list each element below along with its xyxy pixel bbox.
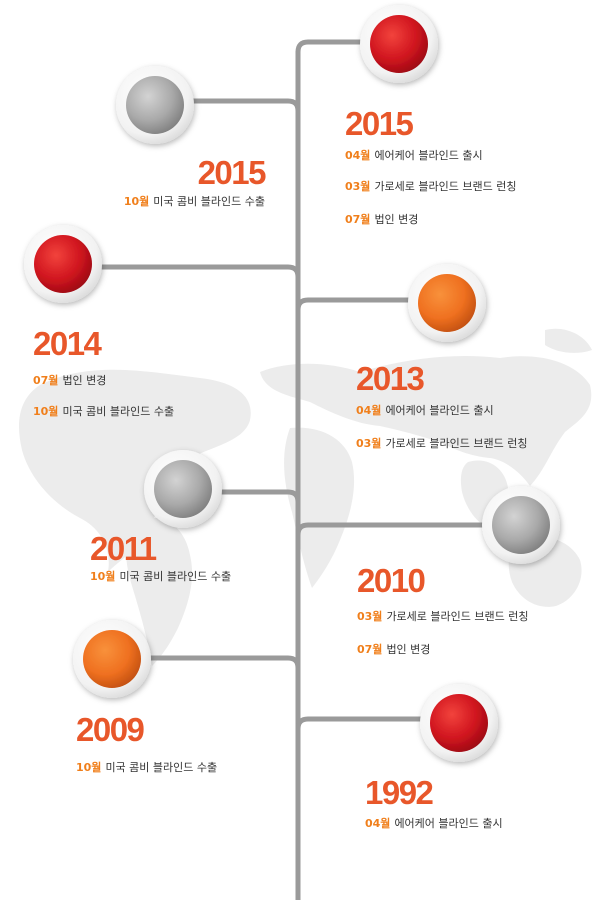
event-month: 07월 xyxy=(345,213,371,226)
event-month: 03월 xyxy=(357,610,383,623)
year-label: 2015 xyxy=(345,105,414,142)
year-label: 2014 xyxy=(33,325,102,362)
event-text: 가로세로 블라인드 브랜드 런칭 xyxy=(386,610,529,623)
timeline-node-2010 xyxy=(482,486,560,564)
timeline-event: 10월 미국 콤비 블라인드 수출 xyxy=(33,406,174,417)
timeline-event: 07월 법인 변경 xyxy=(345,214,418,225)
event-text: 가로세로 블라인드 브랜드 런칭 xyxy=(385,437,528,450)
event-month: 07월 xyxy=(357,643,383,656)
year-label: 2013 xyxy=(356,360,425,397)
timeline-node-2015-right xyxy=(360,5,438,83)
timeline-node-2013 xyxy=(408,264,486,342)
event-month: 10월 xyxy=(76,761,102,774)
event-month: 10월 xyxy=(90,570,116,583)
timeline-event: 03월 가로세로 블라인드 브랜드 런칭 xyxy=(345,181,517,192)
year-label: 1992 xyxy=(365,774,434,811)
timeline-node-1992 xyxy=(420,684,498,762)
event-month: 04월 xyxy=(365,817,391,830)
timeline-event: 10월 미국 콤비 블라인드 수출 xyxy=(90,571,231,582)
timeline-event: 04월 에어케어 블라인드 출시 xyxy=(356,405,494,416)
event-text: 미국 콤비 블라인드 수출 xyxy=(62,405,175,418)
timeline-event: 10월 미국 콤비 블라인드 수출 xyxy=(76,762,217,773)
connector-2009 xyxy=(137,655,301,671)
timeline-event: 03월 가로세로 블라인드 브랜드 런칭 xyxy=(356,438,528,449)
timeline-event: 07월 법인 변경 xyxy=(33,375,106,386)
timeline-event: 04월 에어케어 블라인드 출시 xyxy=(345,150,483,161)
timeline-node-2015-left xyxy=(116,66,194,144)
connector-2013 xyxy=(295,297,419,313)
connector-2015-left xyxy=(167,98,301,114)
timeline-lines xyxy=(97,39,491,900)
timeline-node-2011 xyxy=(144,450,222,528)
event-text: 미국 콤비 블라인드 수출 xyxy=(105,761,218,774)
event-month: 10월 xyxy=(123,195,150,208)
event-text: 법인 변경 xyxy=(374,213,419,226)
year-label: 2010 xyxy=(357,562,426,599)
timeline-event: 10월 미국 콤비 블라인드 수출 xyxy=(124,196,265,207)
connector-2010 xyxy=(295,522,491,538)
event-month: 03월 xyxy=(356,437,382,450)
event-month: 04월 xyxy=(356,404,382,417)
timeline-node-2009 xyxy=(73,620,151,698)
event-text: 법인 변경 xyxy=(386,643,431,656)
timeline-event: 07월 법인 변경 xyxy=(357,644,430,655)
year-label: 2009 xyxy=(76,711,145,748)
connector-2011 xyxy=(207,489,301,505)
event-text: 에어케어 블라인드 출시 xyxy=(374,149,483,162)
connector-2014 xyxy=(97,264,301,280)
connector-2015-right xyxy=(295,39,365,55)
world-map-background xyxy=(19,328,592,666)
timeline-event: 04월 에어케어 블라인드 출시 xyxy=(365,818,503,829)
event-text: 에어케어 블라인드 출시 xyxy=(394,817,503,830)
event-text: 법인 변경 xyxy=(62,374,107,387)
connector-1992 xyxy=(295,716,429,732)
event-text: 에어케어 블라인드 출시 xyxy=(385,404,494,417)
timeline-event: 03월 가로세로 블라인드 브랜드 런칭 xyxy=(357,611,529,622)
event-month: 04월 xyxy=(345,149,371,162)
event-month: 10월 xyxy=(33,405,59,418)
year-label: 2015 xyxy=(197,154,267,191)
event-text: 미국 콤비 블라인드 수출 xyxy=(153,195,265,208)
event-text: 미국 콤비 블라인드 수출 xyxy=(119,570,232,583)
event-text: 가로세로 블라인드 브랜드 런칭 xyxy=(374,180,517,193)
timeline-node-2014 xyxy=(24,225,102,303)
event-month: 07월 xyxy=(33,374,59,387)
event-month: 03월 xyxy=(345,180,371,193)
year-label: 2011 xyxy=(90,530,157,567)
